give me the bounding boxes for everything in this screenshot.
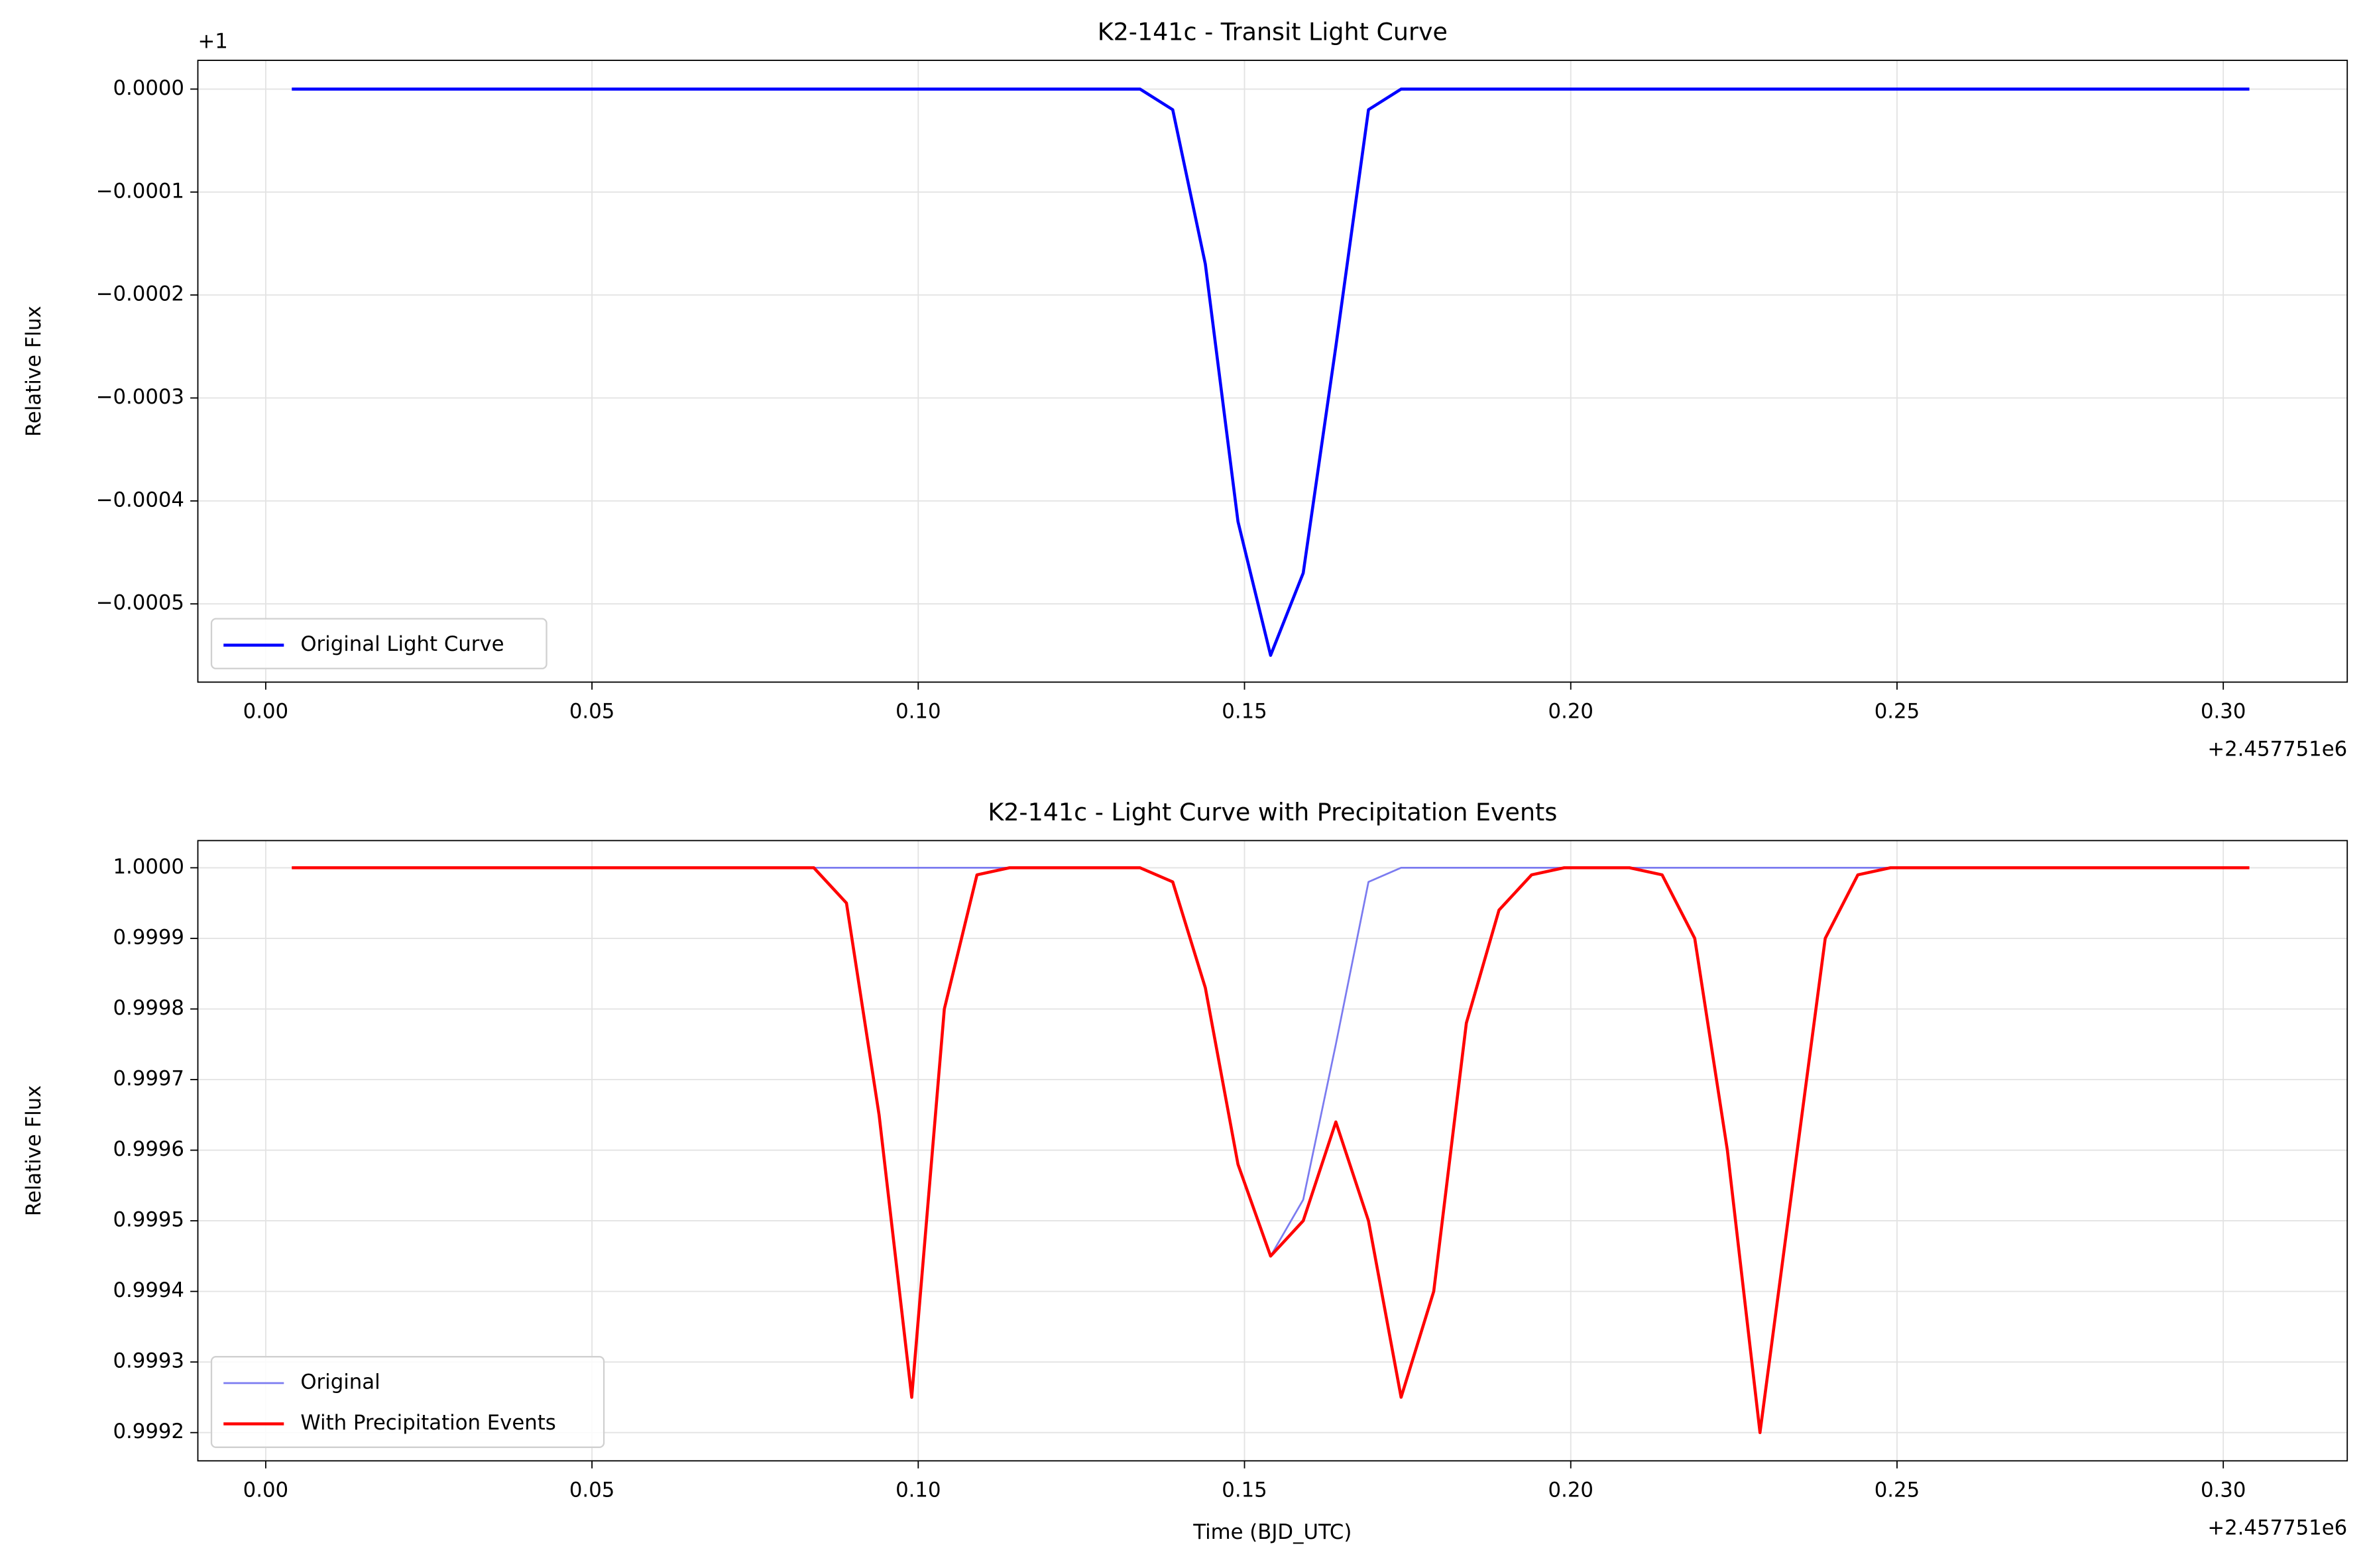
y-tick-label: 0.9992: [113, 1420, 184, 1443]
y-tick-label: 0.9999: [113, 925, 184, 949]
x-tick-label: 0.05: [569, 1478, 614, 1502]
x-tick-label: 0.00: [243, 699, 288, 723]
y-tick-label: −0.0003: [96, 385, 184, 409]
x-tick-label: 0.20: [1548, 1478, 1593, 1502]
y-axis-label: Relative Flux: [22, 1086, 46, 1217]
y-offset-label: +1: [198, 29, 227, 53]
legend-label: With Precipitation Events: [300, 1411, 556, 1435]
legend-label: Original Light Curve: [300, 632, 504, 656]
legend-label: Original: [300, 1371, 380, 1394]
x-tick-label: 0.10: [895, 1478, 941, 1502]
x-tick-label: 0.00: [243, 1478, 288, 1502]
series-line: [292, 87, 2250, 657]
x-tick-label: 0.30: [2201, 699, 2246, 723]
x-tick-label: 0.30: [2201, 1478, 2246, 1502]
y-tick-label: 1.0000: [113, 855, 184, 879]
plot-frame: [197, 60, 2348, 683]
x-tick-label: 0.15: [1222, 1478, 1267, 1502]
plot-frame: [197, 840, 2348, 1462]
y-tick-label: 0.9997: [113, 1067, 184, 1091]
plot-background: [198, 60, 2348, 683]
y-tick-label: −0.0001: [96, 179, 184, 203]
x-offset-label: +2.457751e6: [2207, 1516, 2347, 1540]
x-tick-label: 0.05: [569, 699, 614, 723]
x-tick-label: 0.10: [895, 699, 941, 723]
x-tick-label: 0.25: [1875, 699, 1920, 723]
x-tick-label: 0.20: [1548, 699, 1593, 723]
x-tick-label: 0.25: [1875, 1478, 1920, 1502]
y-tick-label: −0.0002: [96, 282, 184, 306]
legend-box: [210, 1356, 605, 1448]
y-tick-label: 0.9993: [113, 1349, 184, 1373]
legend-box: [210, 618, 548, 669]
y-tick-label: −0.0005: [96, 591, 184, 615]
y-tick-label: 0.9998: [113, 996, 184, 1020]
x-offset-label: +2.457751e6: [2207, 737, 2347, 761]
chart-title: K2-141c - Transit Light Curve: [1098, 18, 1448, 46]
series-line: [292, 866, 2250, 1434]
x-axis-label: Time (BJD_UTC): [1192, 1520, 1352, 1544]
y-tick-label: 0.9994: [113, 1278, 184, 1302]
y-axis-label: Relative Flux: [22, 306, 46, 437]
chart-title: K2-141c - Light Curve with Precipitation…: [988, 798, 1557, 826]
y-tick-label: −0.0004: [96, 488, 184, 512]
y-tick-label: 0.0000: [113, 76, 184, 100]
x-tick-label: 0.15: [1222, 699, 1267, 723]
y-tick-label: 0.9996: [113, 1137, 184, 1161]
y-tick-label: 0.9995: [113, 1208, 184, 1232]
